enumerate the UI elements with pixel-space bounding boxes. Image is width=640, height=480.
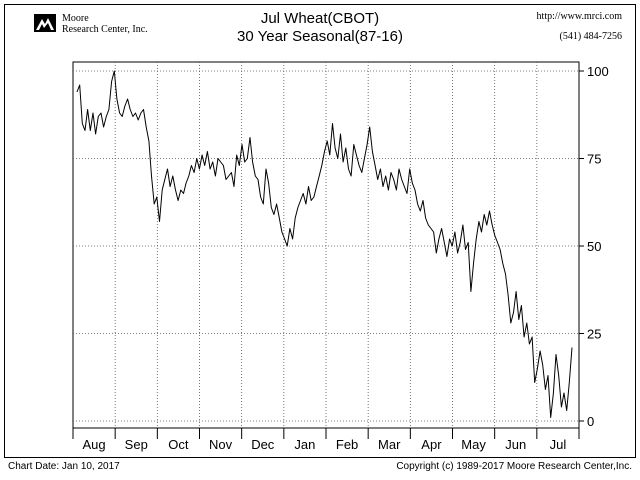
month-label: Nov	[209, 437, 233, 452]
y-tick-label: 0	[587, 414, 594, 429]
month-label: Jun	[505, 437, 526, 452]
copyright-notice: Copyright (c) 1989-2017 Moore Research C…	[396, 461, 632, 472]
chart-title: Jul Wheat(CBOT)	[260, 10, 380, 27]
chart-frame	[4, 4, 636, 458]
month-label: Apr	[421, 437, 442, 452]
month-label: Dec	[251, 437, 275, 452]
company-name-line1: Moore	[62, 13, 89, 24]
month-label: Jul	[550, 437, 567, 452]
month-label: Sep	[125, 437, 148, 452]
y-tick-label: 25	[587, 327, 601, 342]
phone-number: (541) 484-7256	[559, 31, 623, 42]
month-label: May	[461, 437, 486, 452]
y-tick-label: 50	[587, 239, 601, 254]
month-label: Aug	[83, 437, 106, 452]
company-name-line2: Research Center, Inc.	[62, 24, 148, 35]
month-label: Jan	[294, 437, 315, 452]
website-link[interactable]: http://www.mrci.com	[536, 11, 622, 22]
seasonal-line	[76, 70, 573, 418]
month-label: Oct	[168, 437, 189, 452]
chart-title-block: Jul Wheat(CBOT) 30 Year Seasonal(87-16)	[150, 10, 490, 46]
y-tick-label: 75	[587, 152, 601, 167]
moore-logo-icon	[34, 14, 56, 32]
chart-subtitle: 30 Year Seasonal(87-16)	[237, 28, 403, 45]
month-label: Feb	[336, 437, 358, 452]
y-tick-label: 100	[587, 64, 609, 79]
month-label: Mar	[378, 437, 401, 452]
company-name: Moore Research Center, Inc.	[62, 13, 148, 35]
contact-info: http://www.mrci.com (541) 484-7256	[537, 11, 622, 43]
chart-date: Chart Date: Jan 10, 2017	[8, 461, 120, 472]
